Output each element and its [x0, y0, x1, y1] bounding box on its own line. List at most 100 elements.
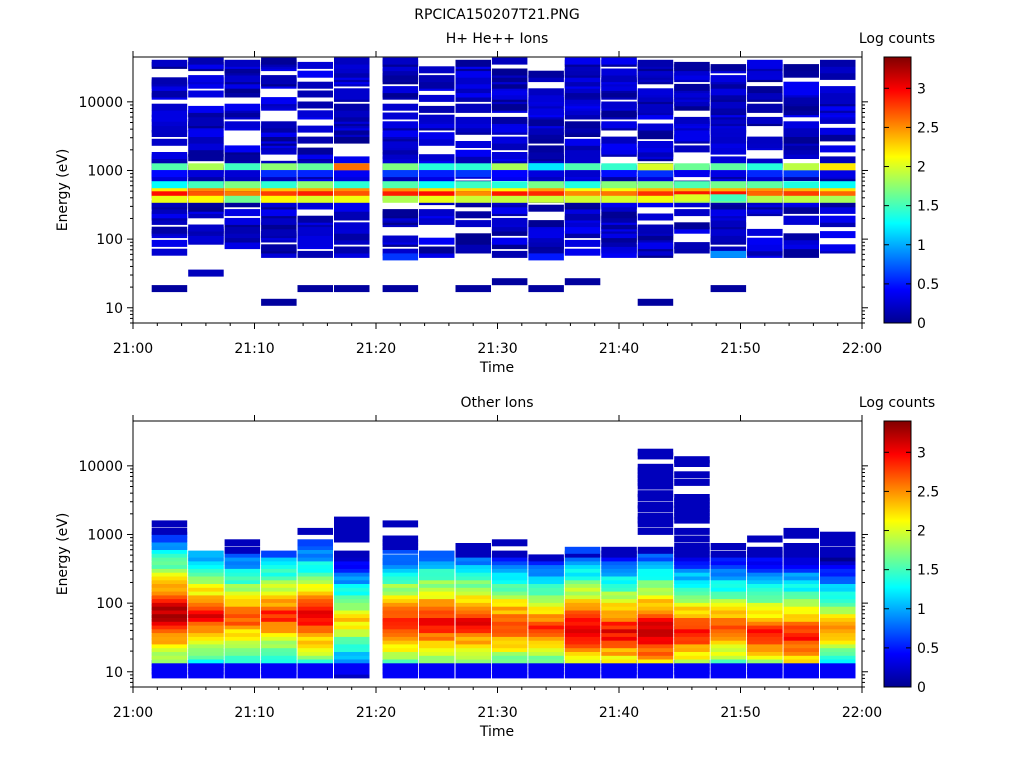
heatmap-cell [297, 250, 333, 258]
heatmap-cell [188, 584, 224, 592]
heatmap-cell [419, 558, 455, 566]
heatmap-cell [188, 130, 224, 137]
heatmap-cell [637, 516, 674, 524]
heatmap-cell [674, 130, 710, 137]
heatmap-cell [261, 603, 297, 611]
heatmap-cell [637, 546, 674, 554]
heatmap-cell [783, 531, 819, 539]
heatmap-cell [261, 660, 297, 668]
heatmap-cell [820, 667, 856, 675]
heatmap-cell [224, 554, 261, 562]
heatmap-cell [710, 156, 747, 164]
heatmap-cell [747, 652, 783, 660]
heatmap-cell [491, 88, 528, 96]
heatmap-cell [382, 64, 419, 72]
heatmap-cell [151, 558, 188, 566]
heatmap-cell [637, 656, 674, 664]
heatmap-cell [334, 626, 370, 634]
heatmap-cell [564, 611, 601, 618]
heatmap-cell [747, 92, 783, 100]
heatmap-cell [151, 565, 188, 573]
heatmap-cell [455, 558, 491, 566]
heatmap-cell [528, 191, 564, 199]
heatmap-cell [710, 147, 747, 155]
heatmap-cell [151, 520, 188, 528]
heatmap-cell [419, 121, 455, 129]
heatmap-cell [491, 68, 528, 76]
heatmap-cell [151, 217, 188, 225]
heatmap-cell [261, 595, 297, 603]
heatmap-cell [261, 633, 297, 641]
heatmap-cell [601, 244, 637, 252]
heatmap-cell [674, 588, 710, 596]
heatmap-cell [419, 554, 455, 562]
heatmap-cell [455, 90, 491, 98]
heatmap-cell [674, 577, 710, 584]
heatmap-cell [674, 194, 710, 202]
heatmap-cell [334, 558, 370, 566]
heatmap-cell [297, 611, 333, 618]
heatmap-cell [637, 478, 674, 486]
heatmap-cell [783, 242, 819, 250]
heatmap-cell [601, 599, 637, 607]
heatmap-cell [601, 660, 637, 668]
heatmap-cell [151, 206, 188, 214]
heatmap-cell [382, 554, 419, 562]
heatmap-cell [334, 660, 370, 668]
heatmap-cell [820, 595, 856, 603]
heatmap-cell [151, 577, 188, 584]
heatmap-cell [188, 580, 224, 588]
heatmap-cell [710, 543, 747, 550]
heatmap-cell [674, 116, 710, 124]
heatmap-cell [334, 607, 370, 615]
heatmap-cell [297, 90, 333, 98]
heatmap-cell [601, 633, 637, 641]
heatmap-cell [455, 561, 491, 569]
heatmap-cell [564, 191, 601, 199]
heatmap-cell [637, 68, 674, 76]
heatmap-cell [820, 244, 856, 252]
colorbar [883, 56, 912, 324]
heatmap-cell [710, 614, 747, 622]
heatmap-cell [188, 652, 224, 660]
heatmap-cell [382, 235, 419, 243]
heatmap-cell [564, 108, 601, 116]
heatmap-cell [491, 158, 528, 166]
heatmap-cell [455, 645, 491, 652]
heatmap-cell [491, 648, 528, 656]
heatmap-cell [419, 75, 455, 83]
heatmap-cell [528, 618, 564, 626]
heatmap-cell [601, 191, 637, 199]
heatmap-cell [637, 141, 674, 148]
heatmap-cell [783, 626, 819, 634]
panel-title: Other Ions [460, 395, 533, 411]
heatmap-cell [747, 573, 783, 581]
heatmap-cell [455, 59, 491, 67]
heatmap-cell [382, 174, 419, 181]
heatmap-cell [382, 90, 419, 98]
heatmap-cell [820, 584, 856, 592]
heatmap-cell [637, 94, 674, 102]
y-tick-label: 1000 [87, 527, 123, 543]
heatmap-cell [637, 471, 674, 479]
x-tick-label: 21:10 [234, 705, 274, 721]
heatmap-cell [151, 200, 188, 208]
heatmap-cell [820, 531, 856, 539]
heatmap-cell [564, 195, 601, 203]
heatmap-cell [455, 573, 491, 581]
heatmap-cell [151, 622, 188, 630]
heatmap-cell [747, 546, 783, 554]
heatmap-cell [710, 584, 747, 592]
heatmap-cell [491, 170, 528, 178]
heatmap-cell [710, 667, 747, 675]
heatmap-cell [637, 112, 674, 120]
heatmap-cell [455, 195, 491, 203]
heatmap-cell [564, 220, 601, 228]
heatmap-cell [334, 592, 370, 600]
heatmap-cell [528, 645, 564, 652]
heatmap-cell [710, 220, 747, 228]
heatmap-cell [261, 200, 297, 208]
heatmap-cell [564, 143, 601, 151]
heatmap-cell [224, 607, 261, 615]
heatmap-cell [710, 228, 747, 236]
